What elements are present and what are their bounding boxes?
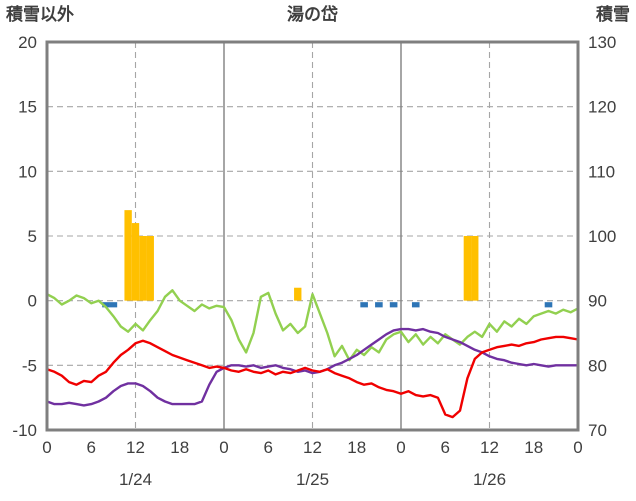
precip-bar (471, 236, 479, 301)
precip-bar (139, 236, 147, 301)
x-axis-tick: 0 (42, 438, 51, 457)
x-axis-tick: 0 (219, 438, 228, 457)
left-axis-tick: -5 (22, 356, 37, 375)
snow-marker (109, 302, 118, 308)
x-axis-tick: 18 (347, 438, 366, 457)
x-axis-tick: 6 (264, 438, 273, 457)
precip-bar (294, 287, 302, 301)
date-label: 1/25 (296, 470, 329, 489)
left-axis-tick: 20 (18, 33, 37, 52)
precip-bar (131, 223, 140, 301)
chart-title: 湯の岱 (287, 5, 338, 24)
left-axis-tick: 10 (18, 162, 37, 181)
precip-bar (124, 210, 132, 301)
right-axis-tick: 120 (588, 98, 616, 117)
snow-marker (544, 302, 553, 308)
snow-marker (102, 302, 110, 308)
snow-marker (375, 302, 383, 308)
x-axis-tick: 0 (396, 438, 405, 457)
precip-bar (146, 236, 154, 301)
x-axis-tick: 18 (524, 438, 543, 457)
left-axis-tick: 5 (28, 227, 37, 246)
left-axis-tick: 15 (18, 98, 37, 117)
left-axis-title: 積雪以外 (6, 5, 74, 24)
right-axis-tick: 70 (588, 421, 607, 440)
snow-marker (360, 302, 368, 308)
left-axis-tick: 0 (28, 292, 37, 311)
plot-border (45, 40, 580, 432)
snow-marker (389, 302, 398, 308)
x-axis-tick: 12 (303, 438, 322, 457)
purple-line (45, 327, 580, 407)
x-axis-tick: 12 (480, 438, 499, 457)
snow-marker (411, 302, 420, 308)
right-axis-tick: 130 (588, 33, 616, 52)
left-axis-tick: -10 (12, 421, 37, 440)
x-axis-tick: 6 (87, 438, 96, 457)
x-axis-tick: 12 (126, 438, 145, 457)
right-axis-tick: 110 (588, 162, 615, 181)
right-axis-tick: 90 (588, 292, 607, 311)
date-label: 1/24 (119, 470, 152, 489)
precip-bar (463, 236, 472, 301)
right-axis-tick: 80 (588, 356, 607, 375)
green-line (45, 289, 580, 362)
right-axis-title: 積雪 (596, 5, 630, 24)
right-axis-tick: 100 (588, 227, 616, 246)
x-axis-tick: 18 (170, 438, 189, 457)
x-axis-tick: 0 (573, 438, 582, 457)
red-line (45, 335, 580, 419)
x-axis-tick: 6 (441, 438, 450, 457)
date-label: 1/26 (473, 470, 506, 489)
